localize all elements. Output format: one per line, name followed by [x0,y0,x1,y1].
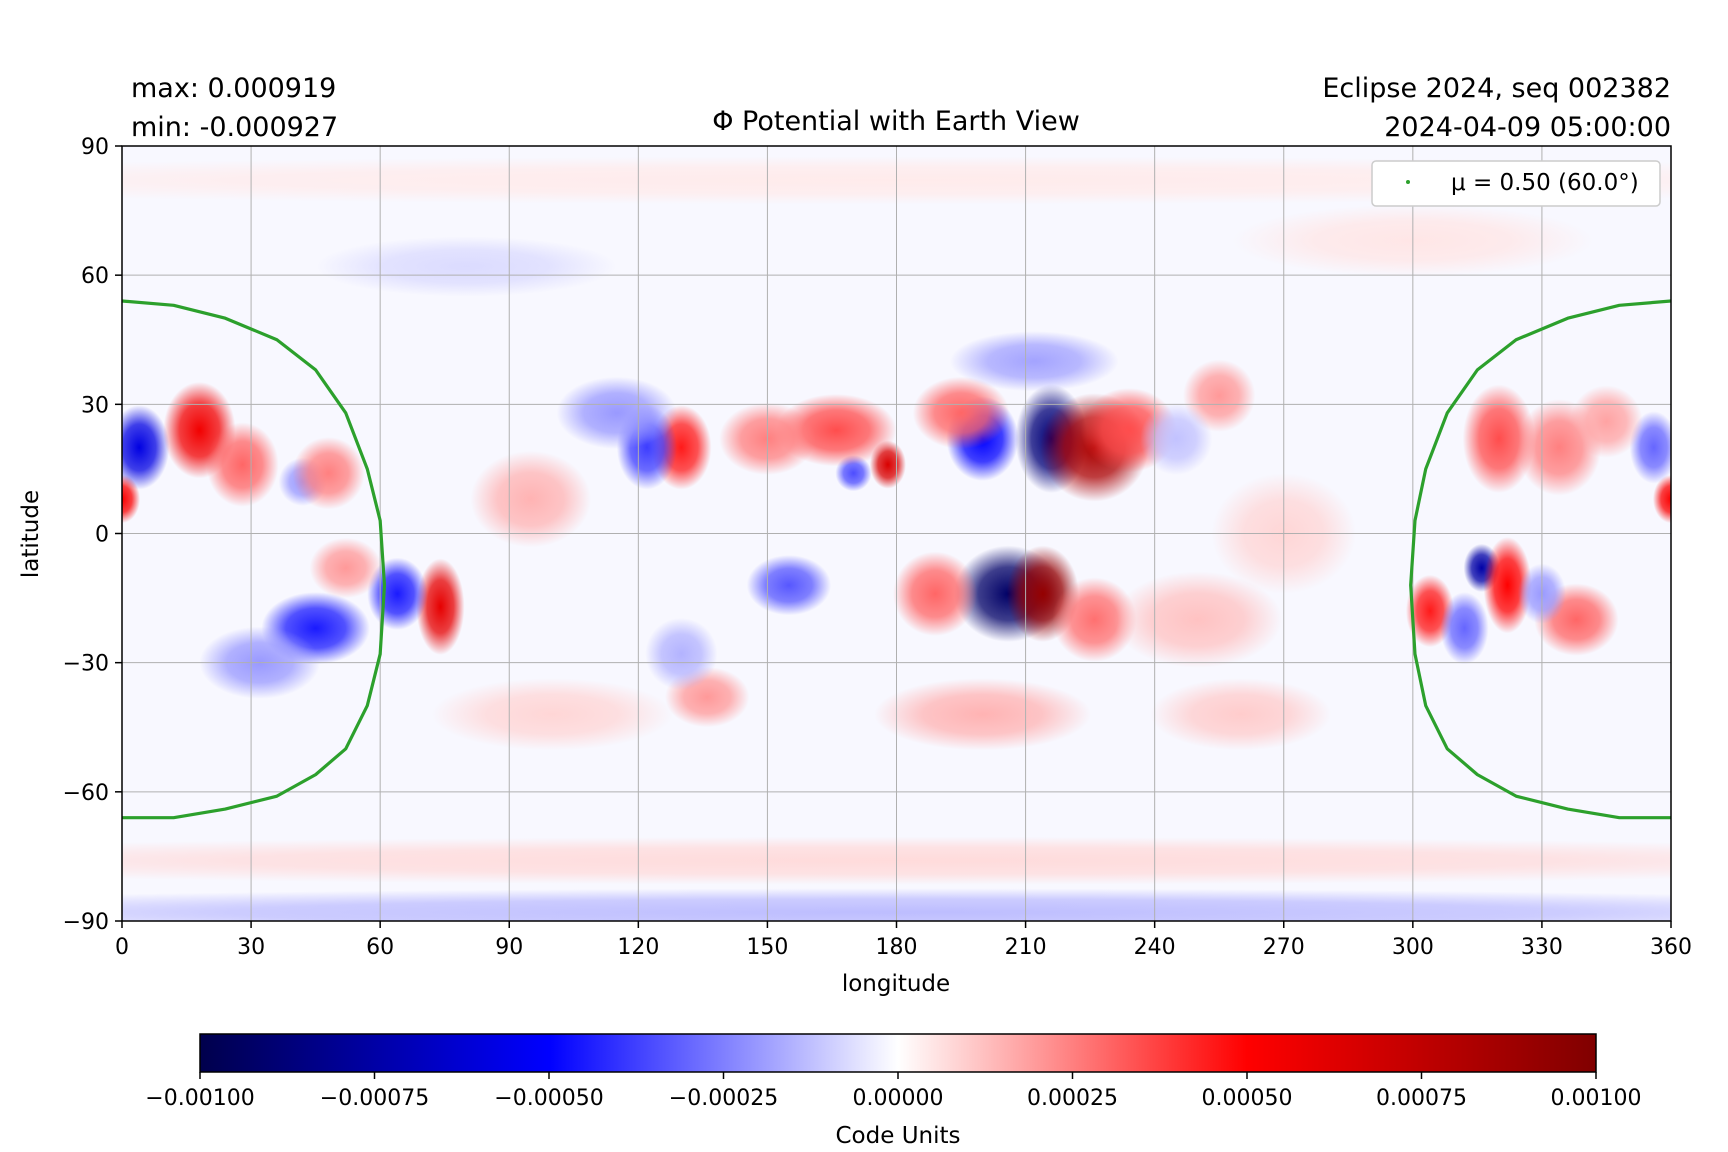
x-tick-label: 270 [1263,935,1305,960]
heatmap-feature [1652,474,1671,524]
limb-curve [1409,299,1671,820]
heatmap-feature [1052,577,1137,662]
x-tick-label: 60 [366,935,394,960]
heatmap-feature [1570,385,1643,458]
min-label: min: -0.000927 [131,112,338,143]
heatmap-feature [315,236,617,297]
heatmap-feature [431,678,673,751]
heatmap-feature [122,888,1671,921]
y-tick-label: −30 [63,652,109,677]
limb-curves [122,299,1671,820]
heatmap-feature [206,422,279,507]
max-label: max: 0.000919 [131,73,336,104]
heatmap-feature [1113,571,1283,668]
x-tick-label: 150 [746,935,788,960]
heatmap-feature [1462,384,1536,494]
y-tick-label: −60 [63,781,109,806]
heatmap-feature [1483,536,1532,634]
y-axis-label: latitude [18,490,44,578]
colorbar-tick-label: −0.00025 [669,1086,778,1111]
heatmap-feature [416,558,465,655]
colorbar-tick-label: 0.00000 [853,1086,944,1111]
colorbar-tick-label: 0.00025 [1027,1086,1118,1111]
heatmap-feature [1440,592,1489,665]
colorbar-gradient [199,1033,1597,1073]
colorbar-label: Code Units [836,1123,961,1149]
x-tick-label: 120 [617,935,659,960]
heatmap-feature [309,537,382,599]
heatmap-feature [556,376,678,450]
heatmap-feature [746,555,832,616]
legend-box [1371,160,1661,207]
colorbar-tick-label: −0.00075 [320,1086,429,1111]
legend-entry: μ = 0.50 (60.0°) [1451,170,1639,196]
colorbar-tick-label: 0.00050 [1202,1086,1293,1111]
heatmap-feature [1150,678,1332,751]
x-tick-label: 330 [1521,935,1563,960]
x-tick-label: 360 [1650,935,1692,960]
heatmap-feature [292,437,365,510]
heatmap-feature [912,376,1010,450]
heatmap-feature [122,405,170,490]
heatmap-feature [645,617,718,691]
x-tick-label: 240 [1134,935,1176,960]
colorbar-tick-label: 0.00100 [1551,1086,1642,1111]
x-axis-label: longitude [842,971,950,997]
x-tick-label: 30 [237,935,265,960]
x-tick-label: 0 [115,935,129,960]
heatmap-feature [893,551,978,636]
y-tick-label: 0 [95,523,109,548]
heatmap-feature [122,474,141,524]
y-ticks: 90 60 30 0 −30 −60 −90 [63,135,122,935]
legend: μ = 0.50 (60.0°) [1371,160,1661,207]
colorbar-tick-label: −0.00050 [494,1086,603,1111]
x-tick-label: 90 [495,935,523,960]
heatmap-feature [874,678,1091,751]
legend-marker [1406,180,1410,184]
x-tick-label: 300 [1392,935,1434,960]
heatmap-feature [122,836,1671,885]
heatmap-feature [949,331,1119,392]
limb-curve [122,299,387,820]
y-tick-label: −90 [63,910,109,935]
colorbar-ticks: −0.00100 −0.00075 −0.00050 −0.00025 0.00000 0… [145,1072,1641,1111]
x-tick-label: 180 [876,935,918,960]
run-label: Eclipse 2024, seq 002382 [1322,73,1671,104]
x-tick-label: 210 [1005,935,1047,960]
heatmap-feature [1140,402,1213,475]
y-tick-label: 30 [81,393,109,418]
chart-title: Φ Potential with Earth View [712,106,1080,137]
colorbar: −0.00100 −0.00075 −0.00050 −0.00025 0.00000 0… [145,1033,1641,1149]
colorbar-tick-label: −0.00100 [145,1086,254,1111]
colorbar-tick-label: 0.00075 [1376,1086,1467,1111]
heatmap-feature [470,450,592,548]
timestamp: 2024-04-09 05:00:00 [1384,112,1671,143]
x-ticks: 0 30 60 90 120 150 180 210 240 270 300 330 360 [115,921,1692,960]
heatmap-area [122,146,1671,921]
y-tick-label: 60 [81,264,109,289]
y-tick-label: 90 [81,135,109,160]
